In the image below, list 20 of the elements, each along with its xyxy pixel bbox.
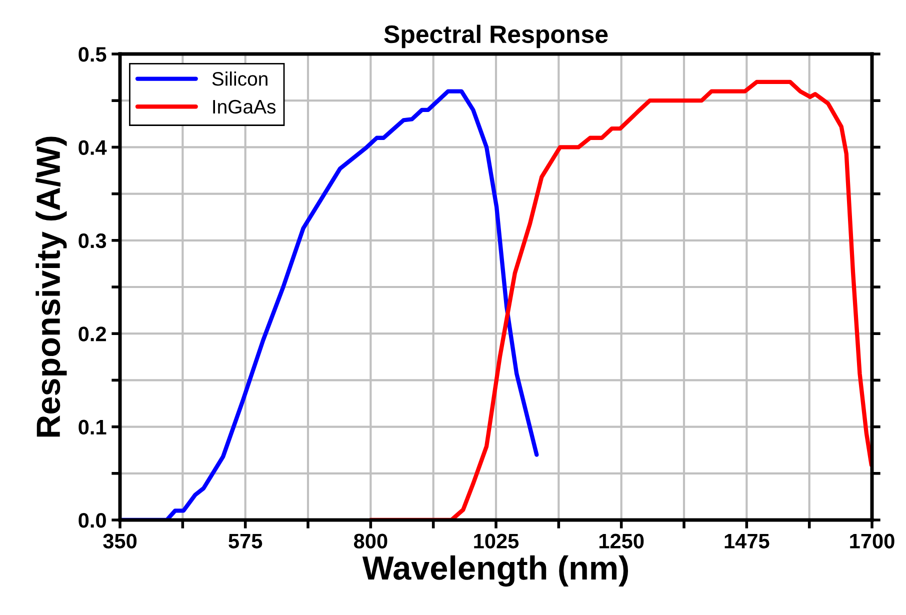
y-axis-title: Responsivity (A/W) <box>36 136 67 437</box>
y-tick-label: 0.0 <box>78 513 106 528</box>
x-tick-label: 1700 <box>850 534 894 548</box>
x-tick-label: 350 <box>103 534 137 549</box>
y-tick-label: 0.5 <box>78 47 106 62</box>
x-axis-title: Wavelength (nm) <box>362 555 628 587</box>
x-tick-label: 575 <box>228 534 262 548</box>
x-tick-label: 1250 <box>599 534 644 548</box>
legend-label: InGaAs <box>213 100 276 114</box>
x-tick-label: 1025 <box>474 534 519 548</box>
y-tick-label: 0.1 <box>78 420 106 435</box>
y-tick-label: 0.3 <box>78 233 106 248</box>
chart-title: Spectral Response <box>384 24 608 48</box>
x-tick-label: 800 <box>354 534 388 548</box>
line-series <box>368 80 872 520</box>
line-series <box>120 89 539 520</box>
y-tick-label: 0.2 <box>78 326 106 342</box>
y-tick-label: 0.4 <box>78 140 107 155</box>
x-tick-label: 1475 <box>724 534 770 548</box>
legend-label: Silicon <box>212 72 268 86</box>
